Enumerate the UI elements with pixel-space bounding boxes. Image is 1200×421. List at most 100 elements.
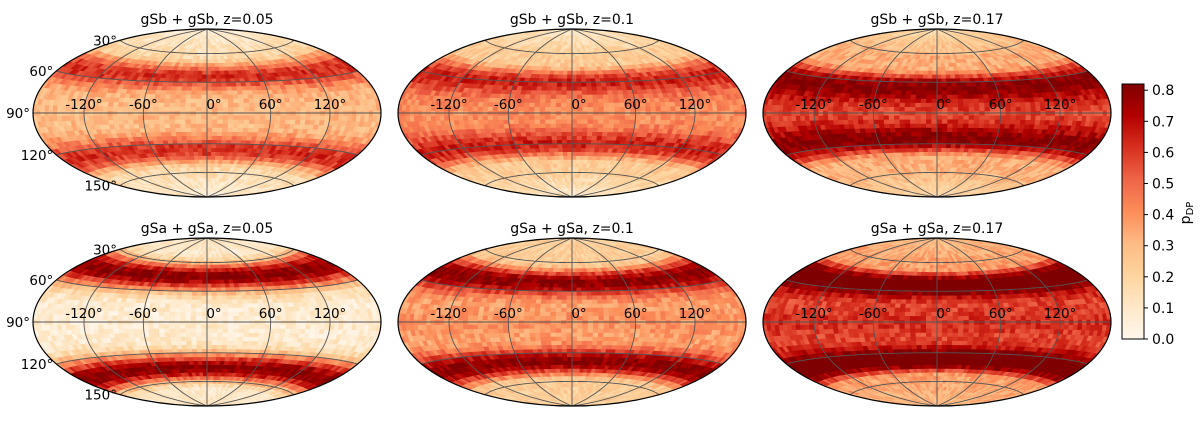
heatmap-cell bbox=[567, 136, 572, 140]
heatmap-cell bbox=[165, 124, 171, 128]
heatmap-cell bbox=[232, 132, 238, 136]
heatmap-cell bbox=[197, 78, 202, 82]
heatmap-cell bbox=[572, 167, 576, 171]
heatmap-cell bbox=[473, 106, 478, 111]
heatmap-cell bbox=[567, 115, 572, 119]
heatmap-cell bbox=[572, 144, 577, 148]
heatmap-cell bbox=[181, 90, 187, 94]
heatmap-cell bbox=[217, 132, 222, 136]
heatmap-cell bbox=[593, 115, 598, 119]
heatmap-cell bbox=[175, 123, 181, 127]
heatmap-cell bbox=[556, 119, 561, 123]
heatmap-cell bbox=[223, 128, 229, 132]
heatmap-cell bbox=[535, 119, 541, 123]
heatmap-cell bbox=[181, 132, 187, 136]
heatmap-cell bbox=[565, 167, 569, 171]
heatmap-cell bbox=[641, 115, 646, 119]
heatmap-cell bbox=[593, 128, 599, 132]
heatmap-cell bbox=[514, 115, 520, 119]
heatmap-cell bbox=[535, 107, 540, 111]
heatmap-cell bbox=[180, 115, 185, 119]
heatmap-cell bbox=[233, 98, 239, 102]
heatmap-cell bbox=[227, 136, 233, 140]
heatmap-cell bbox=[228, 123, 234, 127]
heatmap-cell bbox=[193, 78, 198, 82]
heatmap-cell bbox=[186, 119, 192, 123]
heatmap-cell bbox=[186, 132, 191, 136]
heatmap-cell bbox=[545, 119, 551, 123]
heatmap-cell bbox=[182, 82, 188, 86]
map-panel: gSb + gSb, z=0.1-120°-60°0°60°120° bbox=[398, 12, 746, 197]
heatmap-cell bbox=[311, 115, 316, 120]
heatmap-cell bbox=[524, 119, 530, 123]
heatmap-cell bbox=[651, 115, 656, 119]
lat-tick-label: 150° bbox=[84, 179, 117, 195]
heatmap-cell bbox=[620, 119, 626, 123]
heatmap-cell bbox=[216, 148, 221, 152]
heatmap-cell bbox=[196, 123, 201, 127]
heatmap-cell bbox=[228, 98, 234, 102]
heatmap-cell bbox=[138, 115, 143, 119]
heatmap-cell bbox=[203, 163, 207, 167]
heatmap-cell bbox=[244, 124, 250, 128]
heatmap-cell bbox=[563, 148, 568, 152]
heatmap-cell bbox=[223, 94, 229, 98]
heatmap-cell bbox=[541, 132, 547, 136]
heatmap-cell bbox=[582, 140, 587, 144]
heatmap-cell bbox=[535, 115, 540, 119]
heatmap-cell bbox=[576, 156, 580, 160]
heatmap-cell bbox=[196, 107, 201, 111]
heatmap-cell bbox=[568, 156, 572, 160]
heatmap-cell bbox=[598, 128, 604, 132]
heatmap-cell bbox=[202, 74, 207, 78]
lon-tick-label: 120° bbox=[314, 97, 347, 113]
heatmap-cell bbox=[630, 119, 636, 123]
heatmap-cell bbox=[588, 128, 594, 132]
heatmap-cell bbox=[635, 115, 640, 119]
heatmap-cell bbox=[216, 78, 221, 82]
heatmap-cell bbox=[671, 115, 676, 120]
heatmap-cell bbox=[159, 107, 164, 111]
heatmap-cell bbox=[198, 148, 203, 152]
heatmap-cell bbox=[187, 140, 192, 144]
heatmap-cell bbox=[164, 107, 169, 111]
heatmap-cell bbox=[552, 136, 558, 140]
heatmap-cell bbox=[599, 119, 605, 123]
heatmap-cell bbox=[186, 94, 192, 98]
heatmap-cell bbox=[196, 115, 201, 119]
heatmap-cell bbox=[619, 124, 625, 128]
heatmap-cell bbox=[234, 107, 239, 111]
heatmap-cell bbox=[196, 119, 201, 123]
heatmap-cell bbox=[239, 107, 244, 111]
heatmap-cell bbox=[191, 107, 196, 111]
heatmap-cell bbox=[558, 144, 563, 148]
heatmap-cell bbox=[199, 163, 203, 167]
heatmap-cell bbox=[202, 144, 207, 148]
heatmap-cell bbox=[191, 115, 196, 119]
heatmap-cell bbox=[177, 136, 183, 140]
heatmap-cell bbox=[203, 156, 207, 160]
heatmap-cell bbox=[582, 136, 587, 140]
heatmap-cell bbox=[234, 119, 240, 123]
heatmap-cell bbox=[212, 128, 217, 132]
heatmap-cell bbox=[609, 124, 615, 128]
heatmap-cell bbox=[564, 156, 568, 160]
heatmap-cell bbox=[198, 74, 203, 78]
heatmap-cell bbox=[535, 128, 541, 132]
heatmap-cell bbox=[204, 167, 208, 171]
heatmap-cell bbox=[599, 107, 604, 111]
heatmap-cell bbox=[239, 115, 244, 119]
heatmap-cell bbox=[217, 90, 222, 94]
heatmap-cell bbox=[250, 107, 255, 111]
heatmap-cell bbox=[223, 115, 228, 119]
heatmap-cell bbox=[202, 123, 207, 127]
heatmap-cell bbox=[536, 132, 542, 136]
heatmap-cell bbox=[296, 106, 301, 111]
heatmap-cell bbox=[128, 115, 133, 119]
heatmap-cell bbox=[113, 106, 118, 111]
heatmap-cell bbox=[572, 132, 577, 136]
heatmap-cell bbox=[223, 107, 228, 111]
heatmap-cell bbox=[228, 107, 233, 111]
heatmap-cell bbox=[551, 128, 557, 132]
heatmap-cell bbox=[207, 152, 212, 156]
